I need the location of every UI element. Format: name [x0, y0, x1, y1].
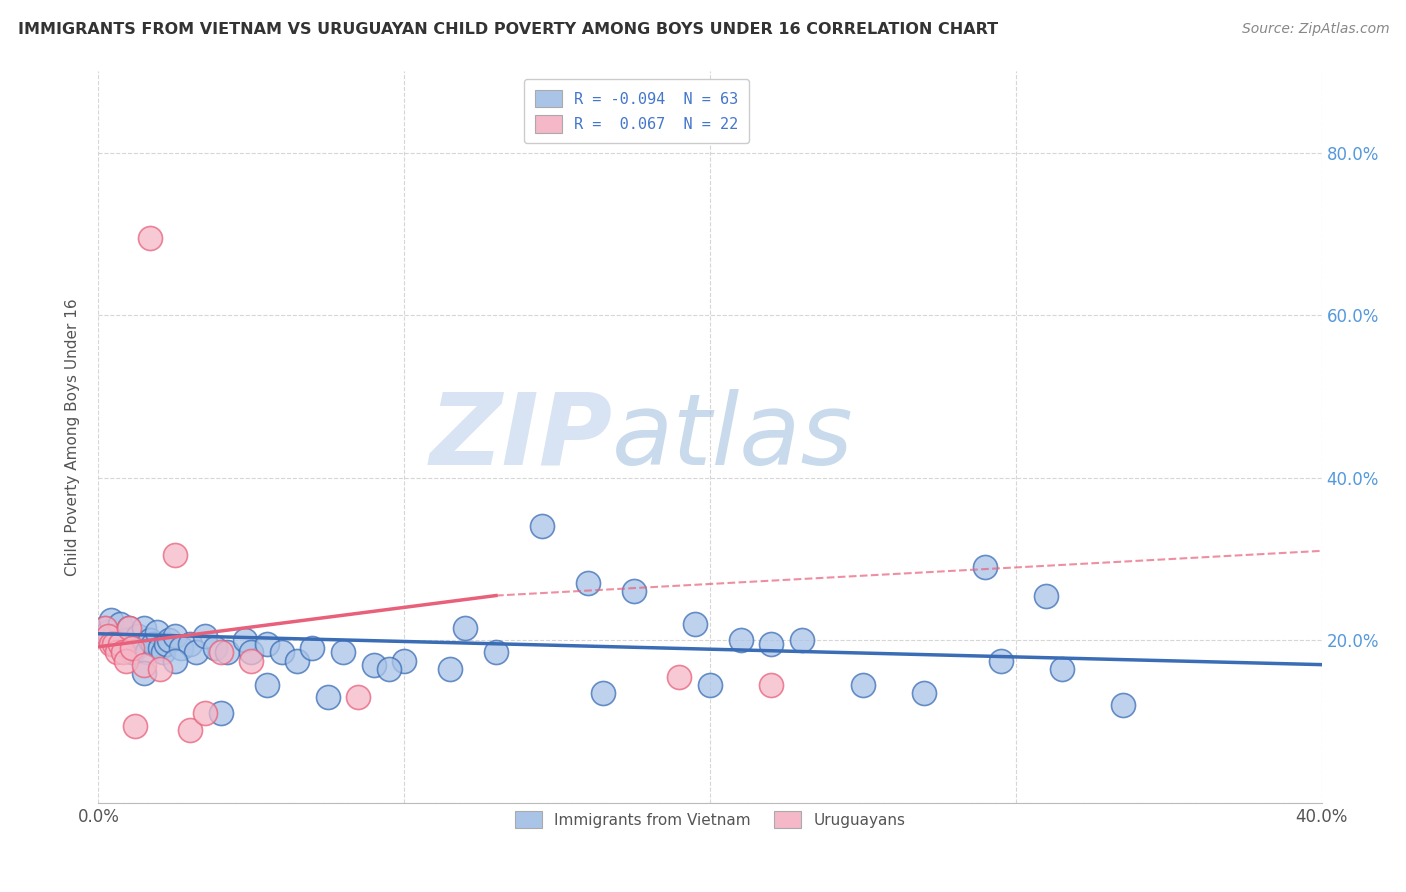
Point [108, 637, 131, 651]
Point [215, 645, 238, 659]
Point [974, 560, 997, 574]
Point [124, 641, 146, 656]
Point [204, 641, 226, 656]
Point [103, 637, 125, 651]
Text: atlas: atlas [612, 389, 853, 485]
Point [149, 662, 172, 676]
Point [1035, 589, 1057, 603]
Point [163, 548, 186, 562]
Point [115, 633, 138, 648]
Point [127, 629, 149, 643]
Point [240, 654, 263, 668]
Point [592, 686, 614, 700]
Point [163, 629, 186, 643]
Point [209, 645, 232, 659]
Point [157, 633, 180, 648]
Point [186, 645, 208, 659]
Point [209, 706, 232, 721]
Point [576, 576, 599, 591]
Point [121, 641, 143, 656]
Point [233, 633, 256, 648]
Point [108, 617, 131, 632]
Point [145, 625, 167, 640]
Text: ZIP: ZIP [429, 389, 612, 485]
Point [97, 625, 120, 640]
Point [121, 645, 143, 659]
Point [179, 723, 201, 737]
Point [759, 637, 782, 651]
Point [93, 621, 115, 635]
Point [111, 637, 134, 651]
Point [1050, 662, 1073, 676]
Point [105, 637, 128, 651]
Point [285, 654, 308, 668]
Point [142, 637, 165, 651]
Point [256, 678, 278, 692]
Point [111, 645, 134, 659]
Point [100, 637, 122, 651]
Point [170, 641, 193, 656]
Point [347, 690, 370, 705]
Point [136, 645, 159, 659]
Text: Source: ZipAtlas.com: Source: ZipAtlas.com [1241, 22, 1389, 37]
Point [93, 621, 115, 635]
Point [149, 641, 172, 656]
Point [139, 633, 162, 648]
Point [454, 621, 477, 635]
Point [134, 657, 156, 672]
Point [194, 706, 217, 721]
Point [301, 641, 323, 656]
Point [699, 678, 721, 692]
Point [152, 645, 174, 659]
Point [485, 645, 508, 659]
Point [990, 654, 1012, 668]
Point [852, 678, 875, 692]
Point [270, 645, 292, 659]
Point [97, 629, 120, 643]
Point [105, 645, 128, 659]
Point [668, 670, 690, 684]
Point [103, 629, 125, 643]
Point [392, 654, 416, 668]
Point [759, 678, 782, 692]
Point [163, 654, 186, 668]
Point [129, 637, 152, 651]
Y-axis label: Child Poverty Among Boys Under 16: Child Poverty Among Boys Under 16 [65, 298, 80, 576]
Point [363, 657, 385, 672]
Point [139, 231, 162, 245]
Point [194, 629, 217, 643]
Point [730, 633, 752, 648]
Point [912, 686, 935, 700]
Point [332, 645, 354, 659]
Point [134, 665, 156, 680]
Point [118, 621, 141, 635]
Point [124, 718, 146, 732]
Point [530, 519, 553, 533]
Point [115, 654, 138, 668]
Point [100, 613, 122, 627]
Point [378, 662, 401, 676]
Legend: Immigrants from Vietnam, Uruguayans: Immigrants from Vietnam, Uruguayans [503, 800, 917, 839]
Point [240, 645, 263, 659]
Point [118, 621, 141, 635]
Point [1112, 698, 1135, 713]
Point [439, 662, 461, 676]
Point [179, 637, 201, 651]
Point [155, 637, 177, 651]
Point [134, 621, 156, 635]
Text: IMMIGRANTS FROM VIETNAM VS URUGUAYAN CHILD POVERTY AMONG BOYS UNDER 16 CORRELATI: IMMIGRANTS FROM VIETNAM VS URUGUAYAN CHI… [18, 22, 998, 37]
Point [316, 690, 339, 705]
Point [683, 617, 706, 632]
Point [790, 633, 813, 648]
Point [256, 637, 278, 651]
Point [623, 584, 645, 599]
